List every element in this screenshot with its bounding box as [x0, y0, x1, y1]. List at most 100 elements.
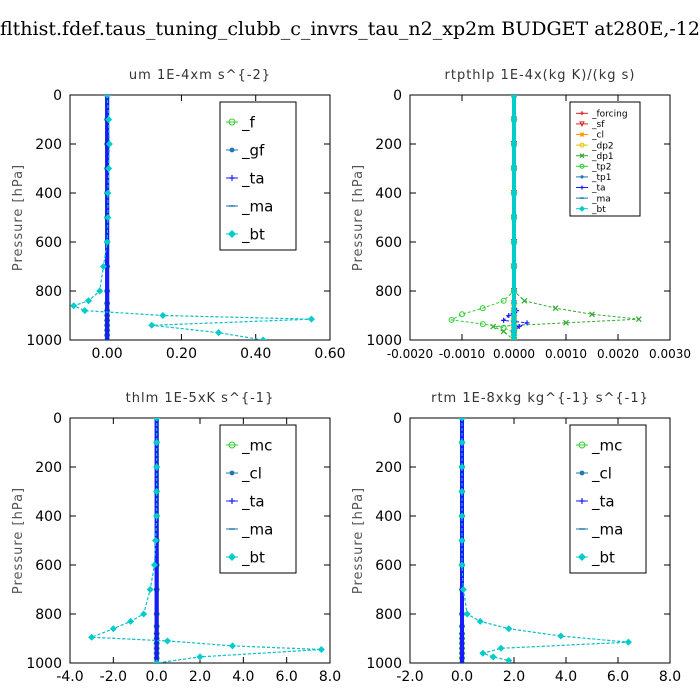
data-point	[164, 637, 171, 645]
data-point	[500, 324, 507, 331]
data-point	[109, 625, 117, 633]
legend-marker	[579, 470, 585, 476]
legend-label: _bt	[241, 548, 265, 567]
data-point	[140, 610, 148, 618]
data-point	[154, 636, 160, 641]
legend-marker	[228, 230, 236, 238]
data-point	[459, 623, 465, 629]
x-tick-label: 4.0	[232, 669, 254, 685]
legend-marker	[228, 441, 236, 449]
legend-marker	[579, 498, 585, 504]
legend-box	[219, 101, 297, 251]
x-tick-label: 4.0	[555, 669, 577, 685]
chart-title: rtm 1E-8xkg kg^{-1} s^{-1}	[431, 391, 649, 406]
data-point	[510, 336, 518, 340]
data-point	[104, 214, 112, 221]
y-tick-label: 600	[375, 558, 402, 574]
legend-box	[219, 424, 297, 574]
legend-label: _cl	[241, 464, 262, 483]
data-point	[479, 305, 486, 312]
data-point	[103, 95, 111, 99]
y-axis-label: Pressure [hPa]	[351, 487, 366, 594]
data-point	[510, 307, 518, 315]
data-point	[70, 302, 78, 310]
data-point	[104, 313, 110, 318]
x-tick-label: -2.0	[396, 669, 423, 685]
y-tick-label: 0	[53, 88, 62, 104]
data-point	[104, 189, 112, 197]
y-tick-label: 1000	[366, 333, 402, 349]
data-point	[458, 439, 466, 446]
data-point	[104, 288, 110, 294]
data-point	[521, 297, 528, 304]
data-point	[510, 238, 518, 246]
data-point	[259, 336, 267, 340]
plot-frame	[409, 417, 671, 664]
legend-marker	[579, 163, 585, 169]
data-point	[510, 312, 518, 319]
y-axis-label: Pressure [hPa]	[11, 164, 26, 271]
data-point	[563, 319, 569, 326]
legend-marker	[579, 132, 585, 137]
data-point	[510, 140, 518, 148]
legend-marker	[580, 175, 584, 179]
data-point	[153, 418, 161, 422]
data-point	[153, 488, 161, 495]
data-point	[105, 140, 113, 148]
data-point	[88, 633, 96, 641]
legend-label: _ma	[591, 520, 623, 539]
x-tick-label: -2.0	[100, 669, 127, 685]
x-tick-label: -0.0010	[439, 347, 485, 361]
data-point	[103, 238, 111, 246]
y-tick-label: 1000	[26, 656, 62, 672]
x-tick-label: -0.0020	[387, 347, 433, 361]
y-tick-label: 0	[53, 411, 62, 427]
data-point	[99, 263, 107, 270]
data-point	[104, 317, 110, 323]
y-tick-label: 0	[393, 411, 402, 427]
data-point	[104, 332, 110, 338]
data-point	[146, 586, 154, 593]
x-tick-label: 0.20	[166, 346, 197, 362]
data-point	[497, 644, 505, 652]
y-tick-label: 600	[35, 235, 62, 251]
x-tick-label: 2.0	[503, 669, 525, 685]
y-tick-label: 600	[35, 558, 62, 574]
data-point	[489, 653, 497, 661]
data-point	[104, 337, 110, 340]
legend-marker	[228, 118, 236, 126]
data-point	[510, 263, 518, 270]
data-point	[81, 307, 89, 315]
data-point	[476, 617, 484, 625]
data-point	[105, 165, 113, 172]
x-tick-label: 8.0	[659, 669, 681, 685]
chart-panel-3: thlm 1E-5xK s^{-1} Pressure [hPa] 0 200 400 6…	[11, 391, 341, 685]
data-point	[490, 323, 497, 330]
chart-title: um 1E-4xm s^{-2}	[129, 68, 271, 83]
legend-label: _gf	[241, 141, 265, 160]
data-point	[459, 650, 465, 656]
data-point	[153, 463, 161, 471]
data-point	[154, 650, 160, 656]
data-point	[154, 645, 160, 651]
legend-box	[569, 101, 641, 217]
data-point	[196, 653, 204, 661]
data-point	[104, 322, 110, 328]
data-point	[152, 537, 160, 544]
y-tick-label: 400	[375, 186, 402, 202]
data-point	[524, 320, 530, 326]
y-tick-label: 200	[35, 460, 62, 476]
data-point	[552, 305, 559, 312]
legend-label: _ma	[241, 520, 273, 539]
legend-marker	[578, 441, 586, 449]
data-point	[557, 632, 565, 640]
legend-label: _cl	[591, 131, 604, 141]
legend-label: _dp2	[591, 141, 614, 151]
legend-marker	[229, 175, 235, 181]
series-group	[458, 418, 632, 663]
legend-label: _forcing	[591, 109, 628, 119]
x-tick-label: 6.0	[276, 669, 298, 685]
data-point	[624, 638, 632, 646]
data-point	[127, 617, 135, 625]
